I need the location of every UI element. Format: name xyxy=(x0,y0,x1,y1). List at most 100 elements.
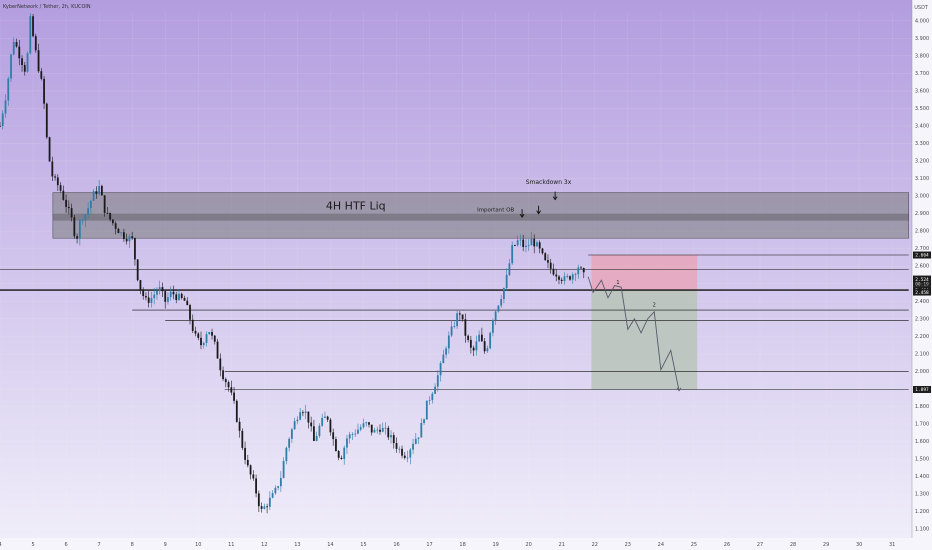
candle-body xyxy=(200,337,202,346)
price-tick-label: 2.300 xyxy=(915,316,929,322)
candle-body xyxy=(244,447,246,460)
candle-body xyxy=(332,432,335,440)
candle-body xyxy=(304,411,307,414)
time-tick-label: 27 xyxy=(757,542,763,548)
candle-body xyxy=(544,253,547,261)
candle-body xyxy=(142,289,145,296)
candle-body xyxy=(7,78,10,101)
candle-body xyxy=(368,422,370,425)
candle-body xyxy=(230,387,233,393)
candle-body xyxy=(202,342,205,346)
candle-body xyxy=(574,274,577,276)
price-tick-label: 3.000 xyxy=(915,194,929,200)
candle-body xyxy=(409,449,412,458)
candle-body xyxy=(480,334,483,342)
wave-label: 1 xyxy=(616,280,619,286)
candle-body xyxy=(183,297,186,301)
price-tick-label: 1.200 xyxy=(915,509,929,515)
time-tick-label: 21 xyxy=(559,542,565,548)
candle-body xyxy=(233,392,235,401)
price-tick-label: 3.900 xyxy=(915,36,929,42)
price-tick-label: 1.700 xyxy=(915,422,929,428)
candle-body xyxy=(271,493,274,498)
candle-body xyxy=(150,298,153,303)
time-tick-label: 26 xyxy=(724,542,730,548)
smackdown-label: Smackdown 3x xyxy=(526,179,572,186)
candle-body xyxy=(337,451,340,458)
candle-body xyxy=(73,217,76,237)
candle-body xyxy=(343,447,346,459)
price-tick-label: 2.800 xyxy=(915,229,929,235)
countdown-label: 00:19 xyxy=(915,282,929,288)
candle-body xyxy=(139,280,142,290)
zones-layer xyxy=(52,192,909,390)
candle-body xyxy=(318,425,321,436)
candle-body xyxy=(420,422,423,438)
candle-body xyxy=(436,375,439,387)
candle-body xyxy=(428,400,431,401)
time-tick-label: 18 xyxy=(459,542,465,548)
time-tick-label: 11 xyxy=(228,542,234,548)
grid xyxy=(0,12,912,538)
price-axis[interactable]: 1.100 1.200 1.300 1.400 1.500 1.600 1.700 1.800… xyxy=(911,0,929,538)
price-tick-label: 2.200 xyxy=(915,334,929,340)
candle-body xyxy=(156,290,158,295)
candle-body xyxy=(216,341,219,359)
candle-body xyxy=(0,125,1,127)
time-axis-bg xyxy=(0,538,932,550)
candle-body xyxy=(84,214,87,221)
candle-body xyxy=(434,386,436,394)
candle-body xyxy=(164,291,167,302)
candle-body xyxy=(497,305,500,312)
candle-body xyxy=(390,435,392,438)
time-tick-label: 31 xyxy=(889,542,895,548)
price-tick-label: 3.500 xyxy=(915,106,929,112)
candle-body xyxy=(329,419,332,433)
candle-body xyxy=(213,335,216,342)
candle-body xyxy=(62,190,65,200)
candle-body xyxy=(51,161,54,177)
candle-body xyxy=(293,421,296,430)
candle-body xyxy=(365,422,368,424)
candle-body xyxy=(511,245,514,264)
price-tick-label: 1.300 xyxy=(915,492,929,498)
candle-body xyxy=(425,400,428,420)
price-tag-bg xyxy=(913,275,931,287)
candle-body xyxy=(252,474,255,479)
candle-body xyxy=(147,297,150,303)
candle-body xyxy=(153,294,156,299)
price-tick-label: 2.400 xyxy=(915,299,929,305)
down-arrow-icon xyxy=(519,213,525,218)
time-tick-label: 28 xyxy=(790,542,796,548)
candle-body xyxy=(571,274,574,280)
price-tick-label: 3.800 xyxy=(915,53,929,59)
candle-body xyxy=(525,245,527,248)
candle-body xyxy=(296,419,299,422)
candle-body xyxy=(288,438,291,448)
candle-body xyxy=(260,506,263,509)
candle-body xyxy=(158,287,161,291)
candle-body xyxy=(78,220,81,239)
candle-body xyxy=(307,411,310,423)
candle-body xyxy=(89,200,92,209)
order-block-band xyxy=(52,213,909,221)
candle-body xyxy=(558,276,560,280)
projection-path xyxy=(587,276,680,391)
candle-body xyxy=(34,36,37,51)
time-tick-label: 30 xyxy=(856,542,862,548)
candle-body xyxy=(136,259,139,281)
candle-body xyxy=(59,185,62,191)
price-tag-label: 2.664 xyxy=(915,253,929,259)
candle-body xyxy=(235,400,238,422)
price-tick-label: 1.500 xyxy=(915,457,929,463)
candle-body xyxy=(538,242,541,249)
candle-body xyxy=(131,236,134,239)
candle-body xyxy=(412,443,414,450)
price-tick-label: 3.300 xyxy=(915,141,929,147)
candle-body xyxy=(577,267,580,275)
time-axis[interactable]: 4 5 6 7 8 9 10 11 12 13 14 15 16 17 18 19 20 21 22 23 24 25 26… xyxy=(0,542,895,548)
candle-body xyxy=(175,294,178,300)
candle-body xyxy=(508,263,511,275)
candle-body xyxy=(98,185,101,195)
